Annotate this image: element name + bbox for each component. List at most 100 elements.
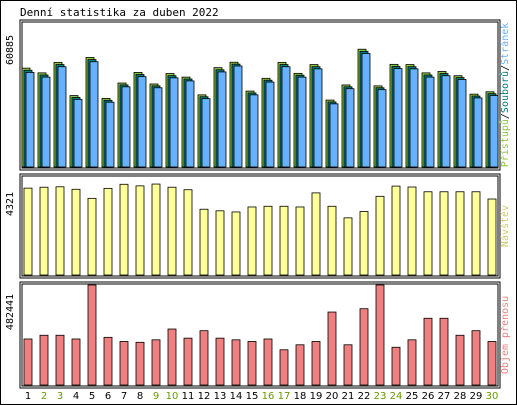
bar-kbytes-0-day-11 xyxy=(183,337,193,386)
bar-requests-2-day-24 xyxy=(393,68,403,168)
bar-visits-0-day-1 xyxy=(23,187,33,276)
x-tick-label-day-25: 25 xyxy=(406,391,419,402)
bar-kbytes-0-day-1 xyxy=(23,338,33,386)
bar-requests-2-day-10 xyxy=(169,77,179,168)
x-tick-label-day-11: 11 xyxy=(182,391,195,402)
legend-part-requests-4: Stránek xyxy=(499,23,511,65)
bar-kbytes-0-day-18 xyxy=(295,344,305,386)
bar-requests-2-day-16 xyxy=(265,81,275,168)
bar-visits-0-day-24 xyxy=(391,185,401,276)
bar-kbytes-0-day-6 xyxy=(103,336,113,386)
bar-visits-0-day-3 xyxy=(55,186,65,276)
bar-requests-2-day-26 xyxy=(425,76,435,168)
bar-requests-2-day-30 xyxy=(489,95,499,168)
bar-kbytes-0-day-16 xyxy=(263,338,273,386)
bar-visits-0-day-16 xyxy=(263,205,273,276)
x-tick-label-day-2: 2 xyxy=(41,391,47,402)
bar-kbytes-0-day-23 xyxy=(375,284,385,386)
side-legend-kbytes: Objem přenosu xyxy=(499,296,511,374)
legend-part-visits-0: Návštěv xyxy=(499,205,511,247)
bar-requests-2-day-23 xyxy=(377,89,387,168)
bar-requests-2-day-3 xyxy=(57,66,67,168)
bar-kbytes-0-day-22 xyxy=(359,308,369,386)
x-tick-label-day-15: 15 xyxy=(246,391,259,402)
side-legend-visits: Návštěv xyxy=(499,205,511,247)
x-tick-label-day-30: 30 xyxy=(486,391,499,402)
x-tick-label-day-18: 18 xyxy=(294,391,307,402)
bar-visits-0-day-29 xyxy=(471,191,481,276)
legend-part-requests-0: Přístupů xyxy=(499,119,511,167)
x-axis-labels: 1 2 3 4 5 6 7 8 9 10 11 12 13 14 15 16 17 18 19 20 21 22 23 24 2… xyxy=(25,391,499,402)
bar-kbytes-0-day-4 xyxy=(71,338,81,386)
bar-requests-2-day-22 xyxy=(361,53,371,168)
bar-visits-0-day-11 xyxy=(183,189,193,276)
bar-requests-2-day-13 xyxy=(217,71,227,168)
bar-kbytes-0-day-26 xyxy=(423,317,433,386)
bar-kbytes-0-day-30 xyxy=(487,341,497,386)
bar-kbytes-0-day-8 xyxy=(135,341,145,386)
bar-visits-0-day-20 xyxy=(327,205,337,276)
x-tick-label-day-3: 3 xyxy=(57,391,63,402)
bar-requests-2-day-4 xyxy=(73,98,83,168)
bar-visits-0-day-18 xyxy=(295,206,305,276)
bar-requests-2-day-6 xyxy=(105,101,115,168)
bar-requests-2-day-21 xyxy=(345,88,355,168)
bar-visits-0-day-23 xyxy=(375,195,385,276)
bar-requests-2-day-17 xyxy=(281,66,291,168)
bar-requests-2-day-8 xyxy=(137,76,147,168)
x-tick-label-day-1: 1 xyxy=(25,391,31,402)
bar-requests-2-day-20 xyxy=(329,103,339,168)
chart-title: Denní statistika za duben 2022 xyxy=(20,6,219,19)
panel-visits: 4321 Návštěv xyxy=(5,173,511,279)
bar-visits-0-day-21 xyxy=(343,217,353,276)
x-tick-label-day-27: 27 xyxy=(438,391,451,402)
x-tick-label-day-21: 21 xyxy=(342,391,355,402)
bar-kbytes-0-day-24 xyxy=(391,346,401,386)
bar-kbytes-0-day-15 xyxy=(247,341,257,386)
x-tick-label-day-19: 19 xyxy=(310,391,323,402)
bar-visits-0-day-9 xyxy=(151,183,161,276)
bar-visits-0-day-5 xyxy=(87,197,97,276)
bar-kbytes-0-day-20 xyxy=(327,311,337,386)
bar-kbytes-0-day-13 xyxy=(215,337,225,386)
bar-visits-0-day-15 xyxy=(247,206,257,276)
panel-kbytes: 482441 Objem přenosu xyxy=(5,281,511,389)
x-tick-label-day-13: 13 xyxy=(214,391,227,402)
bar-requests-2-day-15 xyxy=(249,94,259,168)
bar-requests-2-day-5 xyxy=(89,61,99,168)
bar-visits-0-day-22 xyxy=(359,211,369,276)
panels-layer: 60885Přístupů/Souborů/Stránek4321Návštěv… xyxy=(5,19,511,389)
x-tick-label-day-20: 20 xyxy=(326,391,339,402)
bar-requests-2-day-9 xyxy=(153,87,163,168)
legend-part-requests-2: Souborů xyxy=(499,71,511,113)
panel-inner-frame-kbytes xyxy=(21,283,499,387)
bar-visits-0-day-12 xyxy=(199,208,209,276)
bar-visits-0-day-2 xyxy=(39,186,49,276)
scale-label-requests: 60885 xyxy=(5,35,16,65)
bar-kbytes-0-day-29 xyxy=(471,330,481,386)
bar-kbytes-0-day-19 xyxy=(311,341,321,386)
x-tick-label-day-28: 28 xyxy=(454,391,467,402)
x-tick-label-day-16: 16 xyxy=(262,391,275,402)
bar-visits-0-day-4 xyxy=(71,188,81,276)
bar-visits-0-day-28 xyxy=(455,191,465,276)
panel-frame-requests xyxy=(19,19,501,171)
panel-frame-visits xyxy=(19,173,501,279)
bar-requests-2-day-27 xyxy=(441,75,451,168)
bar-kbytes-0-day-3 xyxy=(55,334,65,386)
bar-visits-0-day-19 xyxy=(311,192,321,276)
x-tick-label-day-5: 5 xyxy=(89,391,95,402)
x-tick-label-day-12: 12 xyxy=(198,391,211,402)
bar-requests-2-day-18 xyxy=(297,76,307,168)
bar-kbytes-0-day-2 xyxy=(39,334,49,386)
bar-kbytes-0-day-7 xyxy=(119,341,129,386)
bar-kbytes-0-day-10 xyxy=(167,328,177,386)
x-tick-label-day-9: 9 xyxy=(153,391,159,402)
x-tick-label-day-6: 6 xyxy=(105,391,111,402)
bar-visits-0-day-30 xyxy=(487,198,497,276)
bar-requests-2-day-28 xyxy=(457,79,467,168)
scale-label-visits: 4321 xyxy=(5,192,16,216)
